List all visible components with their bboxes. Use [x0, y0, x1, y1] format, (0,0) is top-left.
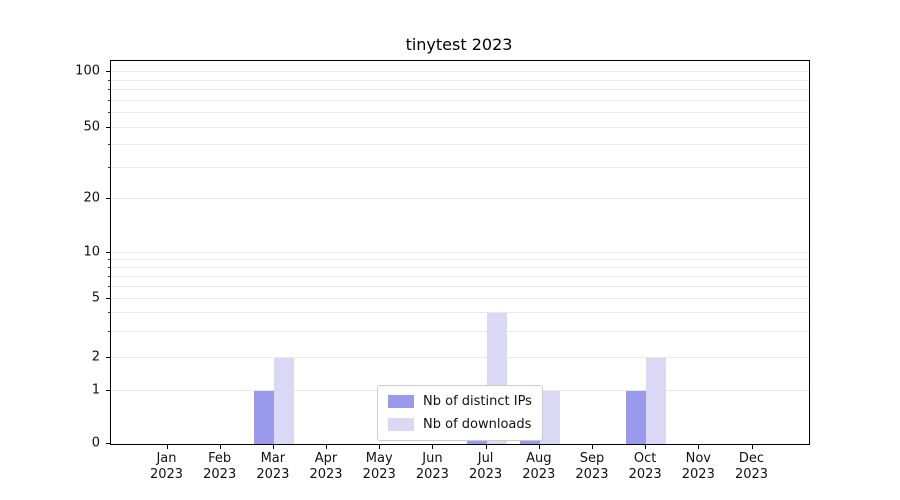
x-tick-label-sep: Sep 2023: [575, 451, 609, 482]
x-tick-mark-nov: [698, 445, 700, 449]
y-tick-label-0: 0: [91, 435, 100, 451]
x-tick-mark-jul: [485, 445, 487, 449]
gridline-y-3: [111, 330, 809, 332]
gridline-y-4: [111, 312, 809, 314]
y-minor-tick-mark-40: [108, 144, 110, 146]
bar-downloads-aug: [539, 391, 560, 444]
y-minor-tick-mark-30: [108, 166, 110, 168]
y-minor-tick-mark-80: [108, 89, 110, 91]
x-tick-label-apr: Apr 2023: [309, 451, 343, 482]
y-tick-mark-2: [106, 356, 110, 358]
y-minor-tick-mark-90: [108, 79, 110, 81]
y-minor-tick-mark-3: [108, 330, 110, 332]
y-minor-tick-mark-60: [108, 112, 110, 114]
y-tick-label-1: 1: [91, 382, 100, 398]
x-tick-mark-jun: [432, 445, 434, 449]
y-tick-mark-10: [106, 251, 110, 253]
bar-downloads-oct: [646, 357, 667, 444]
bar-distinct-ips-oct: [626, 391, 647, 444]
x-tick-label-jun: Jun 2023: [415, 451, 449, 482]
y-tick-mark-50: [106, 127, 110, 129]
x-tick-mark-oct: [645, 445, 647, 449]
y-tick-mark-20: [106, 197, 110, 199]
y-tick-mark-0: [106, 443, 110, 444]
x-tick-label-jan: Jan 2023: [149, 451, 184, 482]
chart-title: tinytest 2023: [405, 35, 513, 54]
x-tick-label-feb: Feb 2023: [203, 451, 237, 482]
x-tick-label-nov: Nov 2023: [681, 451, 715, 482]
y-tick-label-100: 100: [75, 63, 100, 79]
y-tick-label-2: 2: [91, 349, 100, 365]
y-tick-label-20: 20: [83, 190, 100, 206]
legend: Nb of distinct IPs Nb of downloads: [377, 385, 543, 441]
x-tick-label-may: May 2023: [362, 451, 396, 482]
legend-label-distinct-ips: Nb of distinct IPs: [423, 394, 532, 409]
x-tick-mark-may: [379, 445, 381, 449]
gridline-y-70: [111, 99, 809, 101]
gridline-y-5: [111, 297, 809, 299]
legend-swatch-distinct-ips: [388, 395, 414, 408]
y-tick-label-50: 50: [83, 119, 100, 135]
y-minor-tick-mark-70: [108, 99, 110, 101]
x-tick-label-jul: Jul 2023: [469, 451, 503, 482]
y-minor-tick-mark-6: [108, 285, 110, 287]
gridline-y-8: [111, 266, 809, 268]
bar-distinct-ips-mar: [253, 391, 274, 444]
bar-downloads-mar: [273, 357, 294, 444]
gridline-y-30: [111, 166, 809, 168]
x-tick-mark-sep: [591, 445, 593, 449]
x-tick-label-mar: Mar 2023: [256, 451, 290, 482]
y-tick-mark-100: [106, 71, 110, 73]
gridline-y-10: [111, 251, 809, 253]
legend-item-downloads: Nb of downloads: [388, 417, 532, 432]
plot-area: Nb of distinct IPs Nb of downloads: [110, 60, 810, 445]
y-minor-tick-mark-4: [108, 312, 110, 314]
gridline-y-100: [111, 71, 809, 73]
y-tick-label-10: 10: [83, 244, 100, 260]
gridline-y-50: [111, 127, 809, 129]
x-tick-mark-feb: [219, 445, 221, 449]
x-tick-mark-apr: [326, 445, 328, 449]
x-tick-mark-aug: [538, 445, 540, 449]
gridline-y-80: [111, 89, 809, 91]
gridline-y-2: [111, 356, 809, 358]
x-tick-mark-mar: [272, 445, 274, 449]
y-minor-tick-mark-9: [108, 258, 110, 260]
legend-swatch-downloads: [388, 418, 414, 431]
gridline-y-90: [111, 79, 809, 81]
y-tick-mark-5: [106, 297, 110, 299]
y-minor-tick-mark-8: [108, 266, 110, 268]
gridline-y-7: [111, 275, 809, 277]
y-tick-label-5: 5: [91, 290, 100, 306]
gridline-y-20: [111, 197, 809, 199]
x-tick-label-aug: Aug 2023: [522, 451, 556, 482]
legend-label-downloads: Nb of downloads: [423, 417, 532, 432]
gridline-y-9: [111, 258, 809, 260]
x-tick-mark-dec: [751, 445, 753, 449]
gridline-y-40: [111, 144, 809, 146]
gridline-y-60: [111, 112, 809, 114]
x-tick-label-oct: Oct 2023: [628, 451, 662, 482]
y-minor-tick-mark-7: [108, 275, 110, 277]
x-tick-label-dec: Dec 2023: [734, 451, 769, 482]
y-tick-mark-1: [106, 390, 110, 392]
legend-item-distinct-ips: Nb of distinct IPs: [388, 394, 532, 409]
x-tick-mark-jan: [166, 445, 168, 449]
gridline-y-6: [111, 285, 809, 287]
